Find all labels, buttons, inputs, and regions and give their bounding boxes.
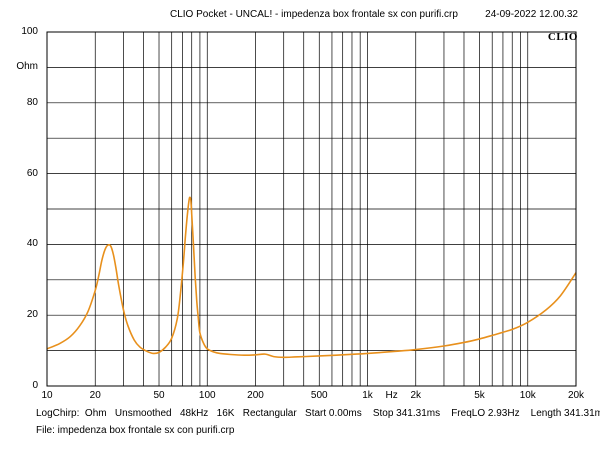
y-tick-label: 80 (26, 96, 38, 108)
y-tick-label: 0 (32, 380, 38, 391)
y-tick-label: 100 (21, 26, 38, 37)
x-tick-label: 1k (362, 390, 373, 401)
x-tick-label: 10k (519, 390, 536, 401)
x-tick-label: 200 (247, 390, 264, 401)
y-tick-label: Ohm (16, 61, 38, 73)
x-tick-label: Hz (385, 390, 398, 401)
x-tick-label: 500 (310, 390, 328, 401)
file-name: File: impedenza box frontale sx con puri… (36, 425, 235, 436)
x-tick-label: 2k (410, 390, 422, 401)
y-tick-label: 60 (26, 167, 38, 179)
y-tick-label: 40 (26, 238, 38, 250)
x-tick-label: 20k (567, 390, 585, 401)
window-title: CLIO Pocket - UNCAL! - impedenza box fro… (170, 9, 458, 20)
x-tick-label: 50 (153, 390, 165, 401)
x-tick-label: 10 (41, 390, 53, 401)
impedance-curve-layer (46, 196, 577, 359)
timestamp: 24-09-2022 12.00.32 (485, 9, 578, 20)
x-tick-label: 100 (198, 390, 216, 401)
x-tick-label: 5k (474, 390, 485, 401)
impedance-curve-0 (46, 196, 577, 359)
clio-logo: CLIO (547, 31, 578, 43)
y-tick-label: 20 (26, 309, 38, 321)
measurement-parameters: LogChirp: Ohm Unsmoothed 48kHz 16K Recta… (36, 408, 600, 419)
x-tick-label: 20 (89, 390, 101, 401)
chart-grid (46, 31, 577, 387)
plot-frame (46, 31, 577, 387)
